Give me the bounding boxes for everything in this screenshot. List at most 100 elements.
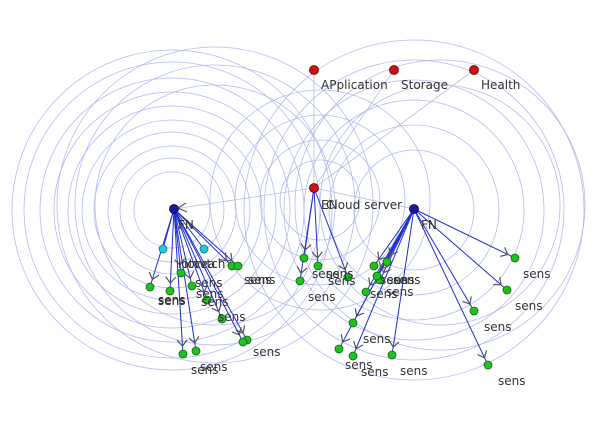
sensor-node[interactable] [165,286,175,296]
sensor-node[interactable] [387,350,397,360]
sensor-label: sens [386,285,414,299]
sensor-label: sens [484,320,512,334]
coverage-ring [243,39,585,381]
sensor-node[interactable] [369,261,379,271]
sensor-node[interactable] [348,318,358,328]
arrow-head [235,325,246,334]
arrow-head [165,276,177,284]
sensor-node[interactable] [313,261,323,271]
sensor-node[interactable] [191,346,201,356]
actuator-node[interactable] [158,244,168,254]
sensor-node[interactable] [299,253,309,263]
sensor-edge [173,208,244,343]
sensor-label: sens [218,310,246,324]
arrow-head [300,243,312,252]
arrow-head [174,258,185,266]
arrow-head [477,350,488,359]
fog-node-right[interactable] [409,204,419,214]
sensor-label: sens [201,295,229,309]
sensor-node[interactable] [483,360,493,370]
sensor-edge [303,187,315,259]
sensor-edge [173,208,248,341]
arrow-head [462,296,472,305]
sensor-node[interactable] [233,261,243,271]
sensor-edge [413,208,516,259]
fog-node-left[interactable] [169,204,179,214]
service-label-storage: Storage [401,78,448,92]
sensor-node[interactable] [502,285,512,295]
sensor-node[interactable] [202,295,212,305]
fog-node-label-right: FN [421,218,437,232]
sensor-label: sens [363,332,391,346]
sensor-edge [173,208,208,301]
sensor-edge [313,187,349,278]
sensor-node[interactable] [178,349,188,359]
sensor-label: sens [515,299,543,313]
arrow-head [500,247,509,257]
actuator-node[interactable] [199,244,209,254]
sensor-node[interactable] [145,282,155,292]
actuator-edge [162,208,175,250]
cloud-server-overlap-label: EN [321,198,338,212]
sensor-node[interactable] [187,281,197,291]
labels: APplication Storage Health Cloud server … [158,78,551,388]
sensor-label: sens [191,363,219,377]
sensor-label: sens [312,267,340,281]
service-label-health: Health [481,78,520,92]
sensor-node[interactable] [510,253,520,263]
sensor-edge [413,208,489,366]
fog-node-label-left: FN [178,218,194,232]
coverage-ring [283,79,545,341]
cloud-server-node[interactable] [309,183,319,193]
coverage-ring [74,64,356,346]
sensor-node[interactable] [469,306,479,316]
sensor-label: sens [196,287,224,301]
arrow-head [340,334,351,343]
sensor-label: sens [400,364,428,378]
coverage-ring [56,46,374,364]
arrow-head [211,304,222,313]
coverage-ring [328,124,500,296]
arrow-head [224,252,233,262]
sensor-edge [413,208,508,291]
arrow-head [338,261,349,271]
arrow-head [377,251,387,261]
coverage-ring [303,99,525,321]
uplink-edge [313,69,395,189]
sensor-edge [169,208,175,292]
sensor-edge [313,187,319,267]
sensor-label: sens [370,287,398,301]
sensor-label: sens [200,360,228,374]
sensor-edge [173,208,184,355]
arrow-head [354,308,365,317]
sensor-label: sens [498,374,526,388]
service-node-storage[interactable] [389,65,399,75]
sensor-node[interactable] [361,287,371,297]
sensor-node[interactable] [372,271,382,281]
arrow-head [368,277,378,286]
arrow-head [493,276,502,286]
sensor-node[interactable] [217,314,227,324]
coverage-ring [107,145,237,275]
coverage-ring [94,84,336,326]
sensor-edge [413,208,475,312]
sensor-node[interactable] [295,276,305,286]
sensor-label: sens [326,267,354,281]
service-node-application[interactable] [309,65,319,75]
sensor-node[interactable] [176,268,186,278]
arrow-head [388,247,399,256]
service-node-health[interactable] [469,65,479,75]
arrow-head [296,266,308,275]
sensor-node[interactable] [343,272,353,282]
sensor-label: sens [244,273,272,287]
sensor-node[interactable] [238,337,248,347]
sensor-edge [373,208,415,267]
sensor-node[interactable] [382,257,392,267]
sensor-label: sens [393,273,421,287]
coverage-ring [209,89,431,311]
sensor-node[interactable] [348,351,358,361]
coverage-ring [294,59,586,351]
sensor-edge [386,208,415,263]
sensor-label: sens [328,274,356,288]
sensor-node[interactable] [334,344,344,354]
